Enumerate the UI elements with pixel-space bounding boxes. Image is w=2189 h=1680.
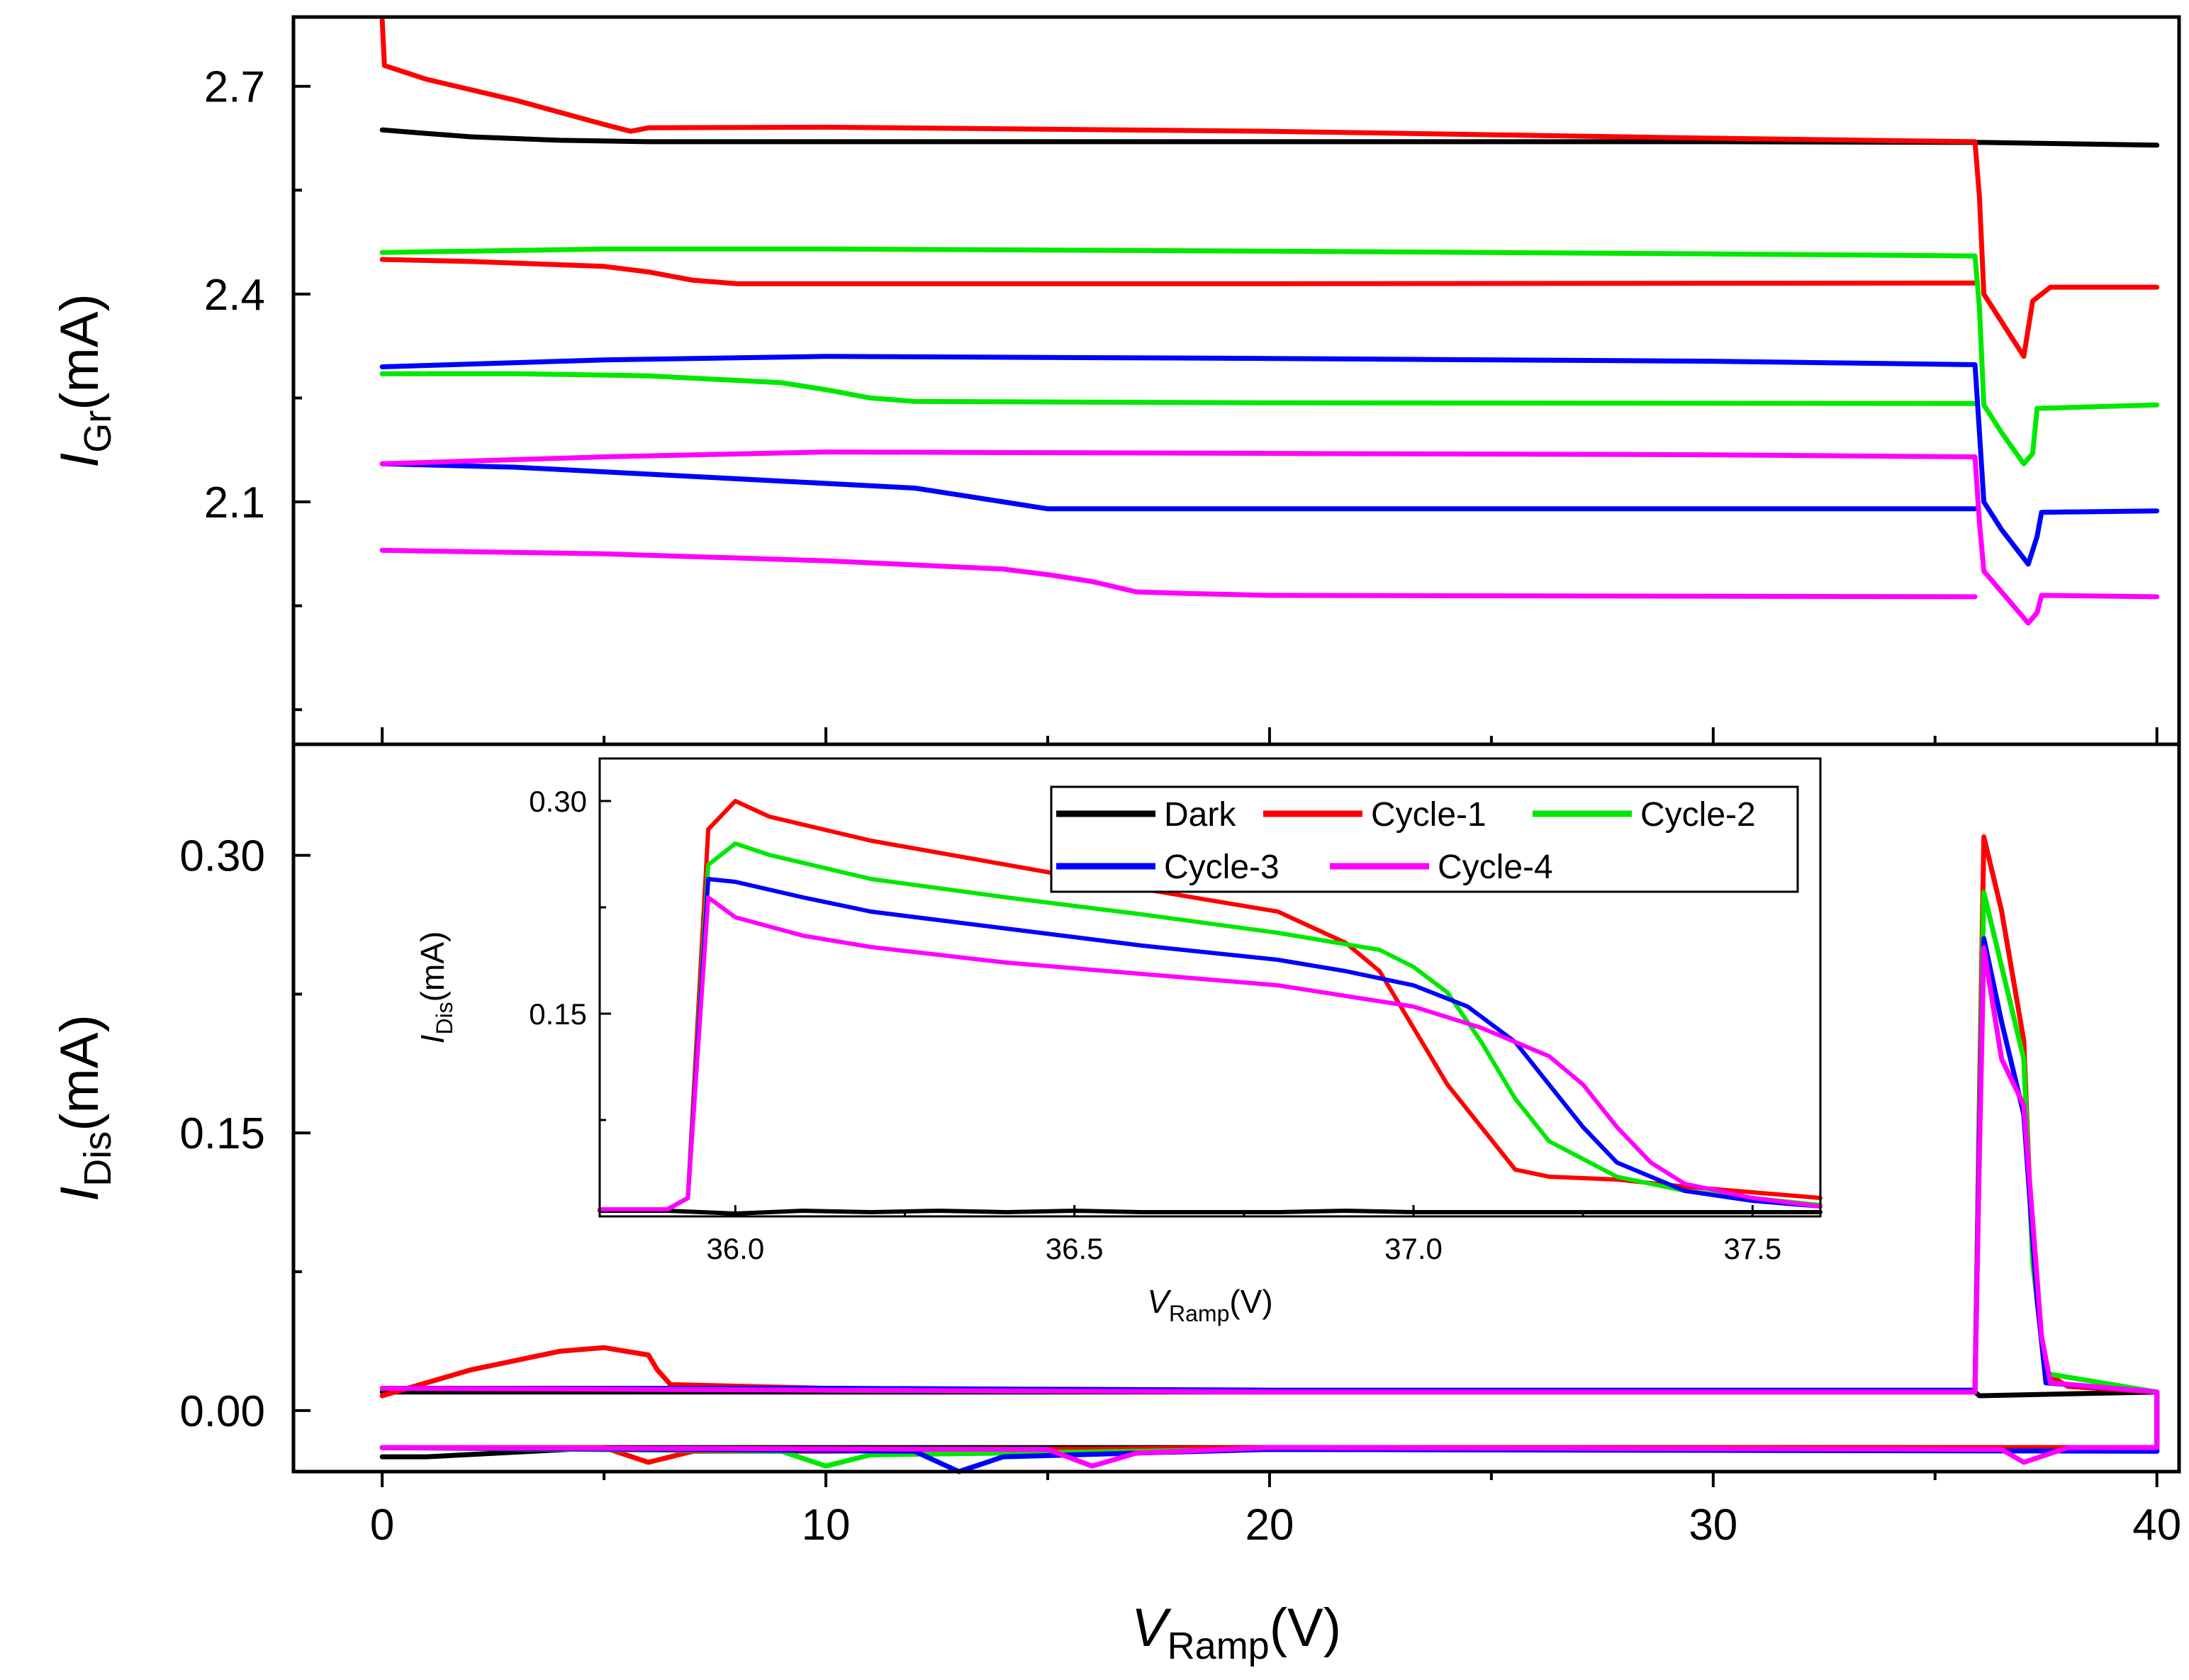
legend-label-cycle-1: Cycle-1 bbox=[1371, 796, 1487, 834]
legend-label-dark: Dark bbox=[1164, 796, 1236, 834]
inset-series-cycle-2-line-1 bbox=[598, 841, 1823, 1211]
bottom-frame bbox=[291, 742, 2181, 1474]
bottom-xtick-label: 40 bbox=[2132, 1501, 2181, 1550]
bottom-ylabel: IDis(mA) bbox=[50, 1014, 119, 1202]
bottom-ytick-label: 0.30 bbox=[179, 832, 265, 881]
bottom-xtick-label: 30 bbox=[1689, 1501, 1737, 1550]
inset-xtick-label: 36.5 bbox=[1046, 1232, 1104, 1265]
legend-label-cycle-3: Cycle-3 bbox=[1164, 849, 1280, 886]
bottom-series-cycle-4-line-2 bbox=[379, 1445, 2160, 1469]
bottom-xtick-label: 10 bbox=[802, 1501, 851, 1550]
bottom-ytick-label: 0.15 bbox=[179, 1109, 265, 1158]
bottom-series-cycle-4-line-1 bbox=[379, 945, 2160, 1450]
bottom-xtick-label: 20 bbox=[1245, 1501, 1294, 1550]
top-ytick-label: 2.4 bbox=[204, 271, 265, 320]
inset-xtick-label: 36.0 bbox=[706, 1232, 764, 1265]
legend-box bbox=[1050, 785, 1799, 893]
top-axis-ticks: 2.1 2.4 2.7 bbox=[204, 63, 2159, 744]
bottom-panel: 0.00 0.15 0.30 0 10 20 30 40 IDis(mA) VRamp(V) bbox=[50, 742, 2181, 1667]
inset-ylabel: IDis(mA) bbox=[414, 931, 457, 1044]
top-panel: 2.1 2.4 2.7 IGr(mA) bbox=[50, 15, 2181, 746]
bottom-xtick-label: 0 bbox=[370, 1501, 394, 1550]
bottom-series-lines bbox=[379, 834, 2160, 1474]
top-series-cycle-2-line-1 bbox=[379, 246, 2160, 466]
bottom-axis-ticks: 0.00 0.15 0.30 0 10 20 30 40 bbox=[179, 832, 2181, 1550]
top-series-cycle-1-line-2 bbox=[379, 257, 1978, 286]
legend-label-cycle-4: Cycle-4 bbox=[1438, 849, 1553, 886]
inset-ytick-label: 0.30 bbox=[529, 785, 587, 818]
top-series-cycle-2-line-2 bbox=[379, 371, 1978, 406]
inset-xtick-label: 37.0 bbox=[1384, 1232, 1443, 1265]
inset-axis-ticks: 0.15 0.30 36.0 36.5 37.0 37.5 bbox=[529, 785, 1781, 1265]
inset-series-cycle-4-line-1 bbox=[598, 895, 1823, 1211]
legend: Dark Cycle-1 Cycle-2 Cycle-3 Cycle-4 bbox=[1050, 785, 1799, 893]
inset-series-lines bbox=[598, 799, 1823, 1216]
top-ylabel: IGr(mA) bbox=[50, 293, 119, 468]
top-series-lines bbox=[379, 18, 2160, 626]
top-series-cycle-4-line-2 bbox=[379, 547, 1978, 600]
top-series-cycle-3-line-2 bbox=[379, 461, 1978, 512]
inset-xtick-label: 37.5 bbox=[1723, 1232, 1781, 1265]
inset-frame bbox=[598, 757, 1822, 1218]
top-ytick-label: 2.7 bbox=[204, 63, 265, 112]
legend-label-cycle-2: Cycle-2 bbox=[1640, 796, 1756, 834]
inset-ytick-label: 0.15 bbox=[529, 997, 587, 1031]
x-axis-label: VRamp(V) bbox=[1131, 1598, 1341, 1667]
inset-panel: 0.15 0.30 36.0 36.5 37.0 37.5 IDis(mA) VRamp(… bbox=[414, 757, 1823, 1326]
bottom-ytick-label: 0.00 bbox=[179, 1387, 265, 1436]
inset-series-dark-line-1 bbox=[598, 1209, 1823, 1216]
top-series-cycle-3-line-1 bbox=[379, 354, 2160, 567]
top-series-cycle-4-line-1 bbox=[379, 449, 2160, 626]
top-series-cycle-1-line-1 bbox=[379, 18, 2160, 359]
inset-xlabel: VRamp(V) bbox=[1147, 1283, 1272, 1326]
top-ytick-label: 2.1 bbox=[204, 478, 265, 527]
inset-series-cycle-3-line-1 bbox=[598, 877, 1823, 1211]
